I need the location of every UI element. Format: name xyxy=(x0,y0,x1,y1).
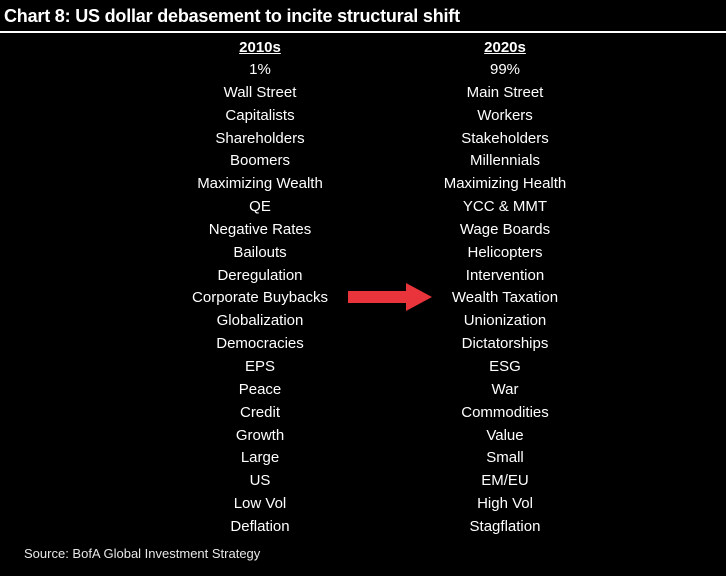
left-item: Shareholders xyxy=(215,129,305,147)
right-item: Main Street xyxy=(466,83,544,101)
left-item: Growth xyxy=(235,426,285,444)
right-item: Helicopters xyxy=(467,243,543,261)
right-column-header: 2020s xyxy=(484,39,526,56)
left-item: Peace xyxy=(238,380,282,398)
left-item: Globalization xyxy=(216,312,304,330)
right-item: Wage Boards xyxy=(459,220,551,238)
right-item: Intervention xyxy=(465,266,545,284)
left-item: Boomers xyxy=(229,152,291,170)
right-item: Unionization xyxy=(463,312,547,330)
right-item: Stakeholders xyxy=(461,129,549,147)
left-column-header: 2010s xyxy=(239,39,281,56)
left-item: US xyxy=(249,472,271,490)
right-item: Millennials xyxy=(469,152,541,170)
right-item: Commodities xyxy=(461,403,549,421)
left-item: Low Vol xyxy=(233,495,287,513)
left-item: Maximizing Wealth xyxy=(197,175,323,193)
left-item: Democracies xyxy=(216,335,304,353)
left-item: Deflation xyxy=(230,517,290,535)
right-item: Workers xyxy=(477,106,533,124)
right-item: YCC & MMT xyxy=(462,198,548,216)
left-item: Corporate Buybacks xyxy=(192,289,328,307)
right-item: 99% xyxy=(489,61,521,78)
right-item: High Vol xyxy=(477,495,533,513)
right-item: Maximizing Health xyxy=(443,175,567,193)
source-note: Source: BofA Global Investment Strategy xyxy=(24,546,261,561)
left-item: Capitalists xyxy=(225,106,295,124)
right-item: Value xyxy=(486,426,524,444)
right-item: EM/EU xyxy=(481,472,529,490)
left-item: Bailouts xyxy=(233,243,287,261)
left-item: Credit xyxy=(239,403,280,421)
left-item: Deregulation xyxy=(217,266,303,284)
right-arrow-icon xyxy=(348,283,432,311)
left-item: 1% xyxy=(249,61,271,78)
left-item: Large xyxy=(240,449,280,467)
right-item: Dictatorships xyxy=(461,335,549,353)
right-item: Stagflation xyxy=(469,517,541,535)
right-column: 2020s 99% Main Street Workers Stakeholde… xyxy=(405,36,605,539)
right-item: Small xyxy=(486,449,524,467)
title-divider xyxy=(0,31,726,33)
right-item: War xyxy=(491,380,519,398)
right-item: Wealth Taxation xyxy=(451,289,559,307)
left-item: EPS xyxy=(244,357,275,375)
left-item: Wall Street xyxy=(223,83,297,101)
left-item: QE xyxy=(249,198,271,216)
chart-title: Chart 8: US dollar debasement to incite … xyxy=(4,6,460,26)
left-item: Negative Rates xyxy=(208,220,312,238)
left-column: 2010s 1% Wall Street Capitalists Shareho… xyxy=(160,36,360,539)
right-item: ESG xyxy=(489,357,521,375)
